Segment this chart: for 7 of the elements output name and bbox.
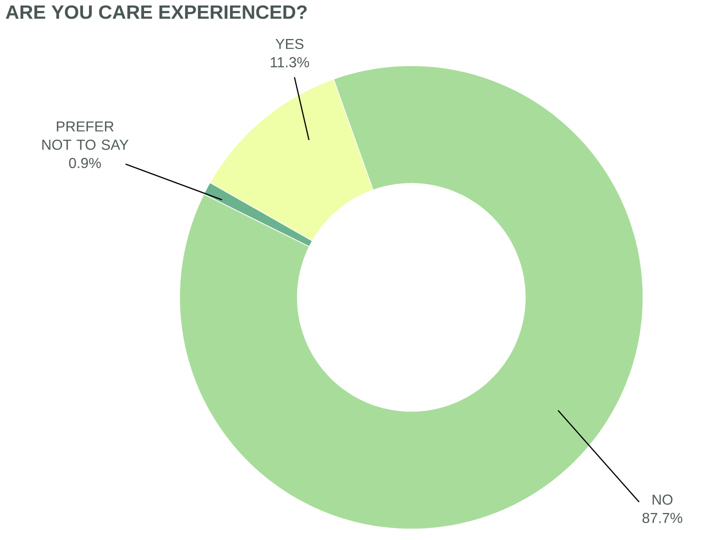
slice-label: PREFER NOT TO SAY <box>42 122 128 150</box>
data-label: 11.3% <box>270 57 310 68</box>
slice-label: YES <box>276 38 304 50</box>
data-label: 0.9% <box>69 158 101 168</box>
data-label: 87.7% <box>642 512 682 524</box>
chart-title: ARE YOU CARE EXPERIENCED? <box>6 5 307 20</box>
slice-label: NO <box>652 494 672 505</box>
